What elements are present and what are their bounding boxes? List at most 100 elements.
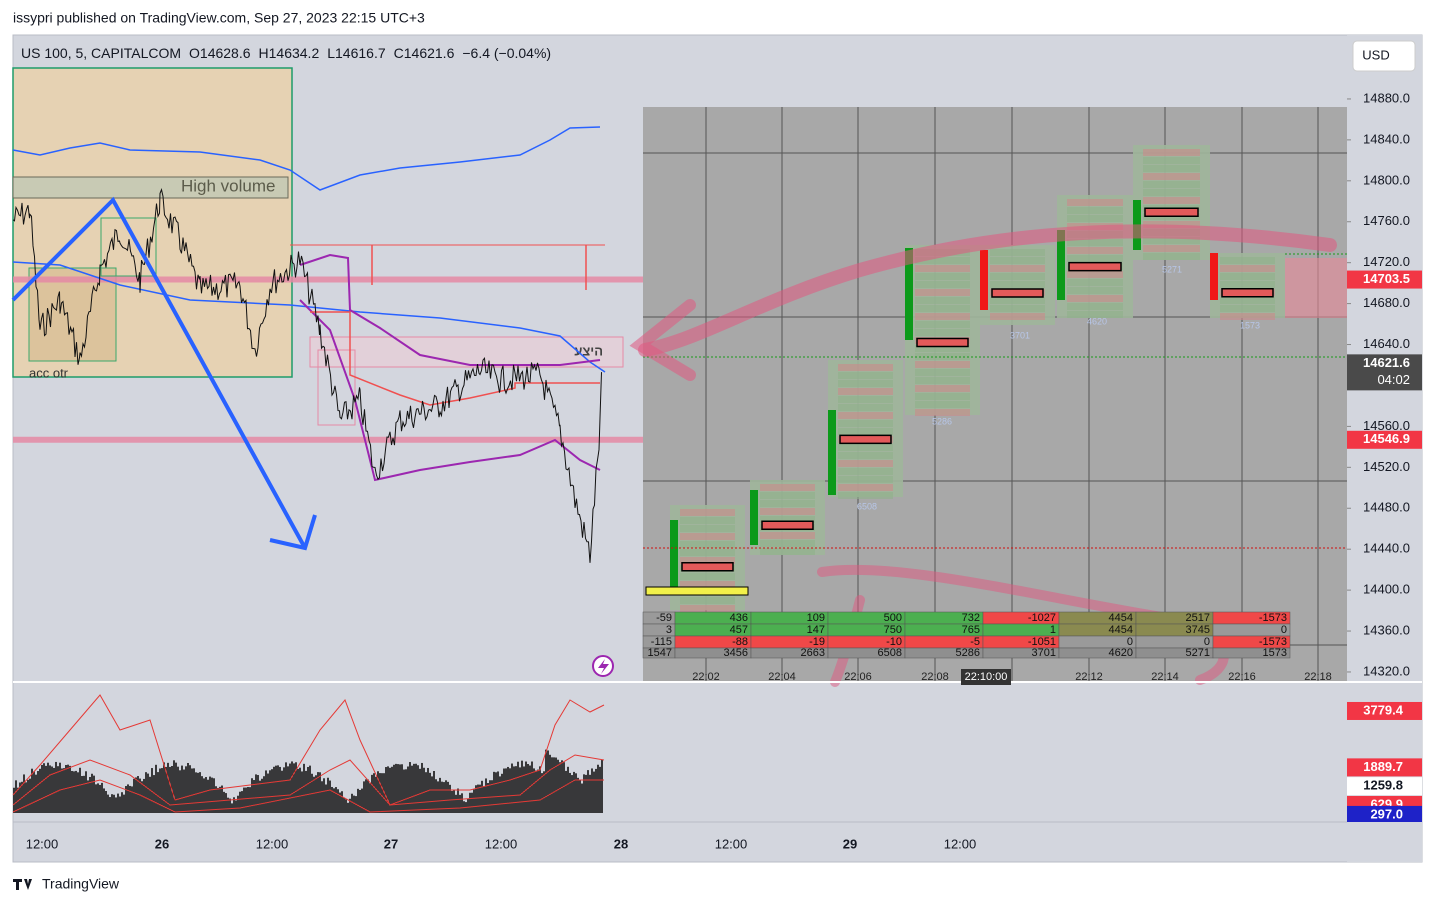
fp-row <box>680 525 735 532</box>
supply-zone <box>309 336 624 368</box>
summary-value: 6508 <box>878 647 902 659</box>
y-tick-label: 14360.0 <box>1363 622 1410 637</box>
fp-row <box>1143 181 1200 188</box>
fp-bar <box>1210 253 1218 300</box>
currency-button[interactable] <box>1352 40 1416 72</box>
y-tick-label: 14880.0 <box>1363 90 1410 105</box>
cluster-volume: 5271 <box>1162 264 1182 274</box>
indicator-line <box>12 779 604 813</box>
fp-row <box>838 396 893 403</box>
fp-row <box>838 428 893 435</box>
high-volume-box <box>12 176 289 199</box>
fp-row <box>915 353 970 360</box>
fp-time-label: 22:08 <box>921 671 949 683</box>
fp-row <box>1143 157 1200 164</box>
fp-row <box>680 517 735 524</box>
fp-row <box>915 289 970 296</box>
fp-zone <box>1285 258 1347 318</box>
fp-row <box>838 364 893 371</box>
fp-poc <box>1144 207 1199 217</box>
summary-value: -115 <box>651 636 672 648</box>
indicator-label-text: 1889.7 <box>1363 759 1403 774</box>
footprint-area <box>643 107 1347 682</box>
summary-value: 457 <box>730 624 748 636</box>
fp-row <box>990 265 1045 272</box>
fp-row <box>1220 297 1275 304</box>
close: C14621.6 <box>394 45 455 61</box>
fp-row <box>680 597 735 604</box>
fp-bar <box>980 250 988 310</box>
price-label: 14703.5 <box>1363 271 1410 286</box>
summary-value: 3 <box>666 624 672 636</box>
fp-row <box>1220 257 1275 264</box>
pink-arrow <box>629 299 696 381</box>
fp-row <box>1143 245 1200 252</box>
summary-value: 0 <box>1127 636 1133 648</box>
summary-value: -88 <box>732 636 748 648</box>
zone-box <box>100 217 157 277</box>
fp-row <box>915 297 970 304</box>
fp-bar <box>905 248 913 340</box>
fp-row <box>838 476 893 483</box>
fp-row <box>680 533 735 540</box>
y-tick-label: 14320.0 <box>1363 663 1410 678</box>
currency: USD <box>1362 47 1389 62</box>
fp-row <box>1067 215 1123 222</box>
fp-row <box>760 500 815 507</box>
fp-row <box>680 541 735 548</box>
fp-row <box>990 249 1045 256</box>
x-tick-label: 12:00 <box>944 836 977 851</box>
fp-row <box>680 509 735 516</box>
arrow <box>11 196 307 549</box>
summary-value: -1051 <box>1028 636 1056 648</box>
countdown: 04:02 <box>1377 372 1410 387</box>
summary-value: 732 <box>962 612 980 624</box>
fp-bar <box>750 490 758 545</box>
price-line <box>12 188 602 563</box>
summary-value: 3456 <box>724 647 748 659</box>
fp-row <box>1067 207 1123 214</box>
summary-value: 109 <box>807 612 825 624</box>
cluster-volume: 6508 <box>857 501 877 511</box>
summary-value: 4620 <box>1109 647 1133 659</box>
indicator-line <box>12 694 605 806</box>
fp-poc <box>761 520 814 530</box>
fp-row <box>915 313 970 320</box>
band <box>299 253 601 366</box>
fp-row <box>915 401 970 408</box>
summary-cell <box>982 623 1060 637</box>
fp-row <box>1067 199 1123 206</box>
fp-row <box>838 452 893 459</box>
level-line <box>310 311 600 406</box>
x-tick-label: 26 <box>155 836 169 851</box>
summary-value: 0 <box>1204 636 1210 648</box>
fp-poc <box>991 288 1044 298</box>
fp-poc <box>1068 261 1122 272</box>
summary-value: -1573 <box>1259 612 1287 624</box>
fp-time-label: 22:14 <box>1151 671 1179 683</box>
y-tick-label: 14720.0 <box>1363 254 1410 269</box>
summary-value: 3701 <box>1032 647 1056 659</box>
symbol: US 100, 5, CAPITALCOM <box>21 45 181 61</box>
time-highlight <box>961 669 1011 685</box>
annotation: High volume <box>181 176 276 195</box>
fp-row <box>915 345 970 352</box>
x-tick-label: 12:00 <box>256 836 289 851</box>
fp-time-label: 22:18 <box>1304 671 1332 683</box>
summary-value: 2517 <box>1186 612 1210 624</box>
fp-time-label: 22:02 <box>692 671 720 683</box>
arrow-head <box>269 514 317 551</box>
fp-row <box>1143 197 1200 204</box>
fp-row <box>680 581 735 588</box>
fp-time-label: 22:16 <box>1228 671 1256 683</box>
fp-row <box>1067 295 1123 302</box>
alert-icon-bolt <box>598 659 609 674</box>
indicator-label-bg <box>1347 701 1422 720</box>
price-label-bg <box>1347 354 1422 391</box>
fp-row <box>915 369 970 376</box>
summary-value: 0 <box>1281 624 1287 636</box>
fp-row <box>838 420 893 427</box>
indicator-label-bg <box>1347 758 1422 777</box>
x-tick-label: 12:00 <box>715 836 748 851</box>
summary-value: -19 <box>809 636 825 648</box>
